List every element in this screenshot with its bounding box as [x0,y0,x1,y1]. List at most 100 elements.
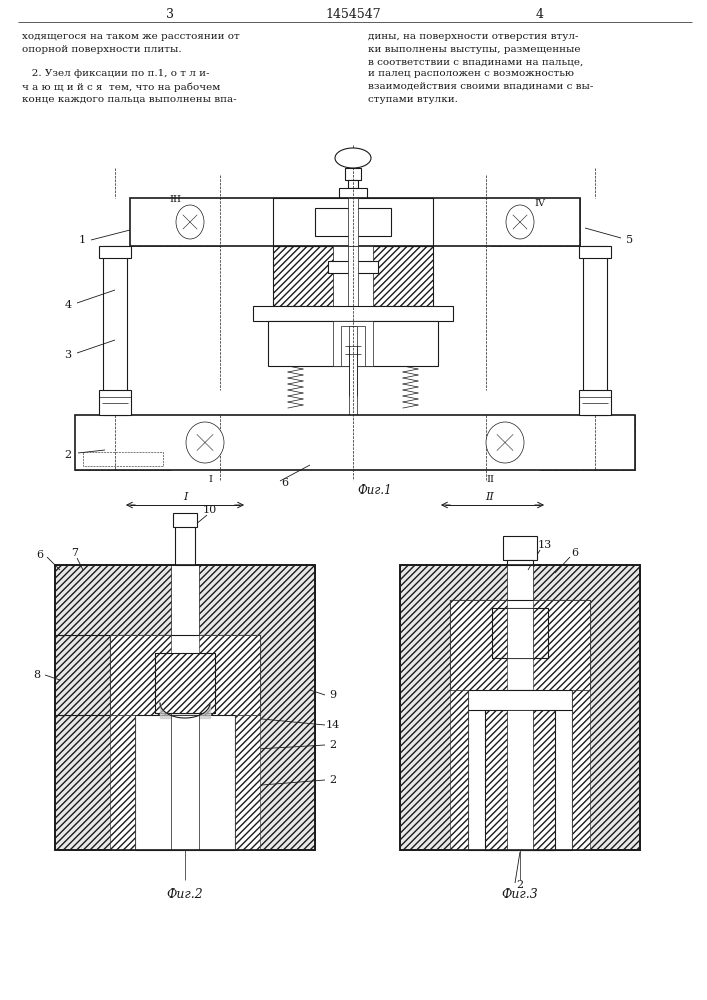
Bar [175,525,195,565]
Bar [341,326,365,366]
Ellipse shape [486,422,524,463]
Bar [173,513,197,527]
Bar [110,635,260,715]
Bar [273,198,433,246]
Ellipse shape [506,205,534,239]
Text: 2: 2 [329,775,337,785]
Bar [155,653,215,713]
Text: взаимодействия своими впадинами с вы-: взаимодействия своими впадинами с вы- [368,82,593,91]
Bar [400,565,640,850]
Bar [333,321,373,366]
Bar [400,565,640,850]
Bar [110,715,135,850]
Bar [400,565,640,850]
Bar [533,600,590,690]
Text: опорной поверхности плиты.: опорной поверхности плиты. [22,44,182,53]
Bar [55,565,315,850]
Text: 2. Узел фиксации по п.1, о т л и-: 2. Узел фиксации по п.1, о т л и- [22,70,209,79]
Text: II: II [486,476,494,485]
Text: 7: 7 [71,548,78,558]
Bar [348,246,358,306]
Bar [83,452,163,466]
Text: ч а ю щ и й с я  тем, что на рабочем: ч а ю щ и й с я тем, что на рабочем [22,82,221,92]
Text: 6: 6 [37,550,44,560]
Text: 4: 4 [536,8,544,21]
Text: 14: 14 [326,720,340,730]
Bar [171,715,199,850]
Text: в соответствии с впадинами на пальце,: в соответствии с впадинами на пальце, [368,57,583,66]
Bar [130,198,580,246]
Bar [135,715,235,850]
Text: I: I [183,492,187,502]
Bar [110,635,171,715]
Text: 13: 13 [538,540,552,550]
Text: 4: 4 [64,300,71,310]
Bar [253,306,453,321]
Bar [540,415,635,470]
Text: Фиг.1: Фиг.1 [358,484,392,496]
Bar [199,635,260,715]
Text: III: III [169,196,181,205]
Bar [468,690,572,850]
Text: 8: 8 [33,670,40,680]
Text: 1454547: 1454547 [325,8,381,21]
Ellipse shape [335,148,371,168]
Bar [55,565,315,850]
Bar [273,198,433,246]
Bar [507,710,533,850]
Text: Фиг.2: Фиг.2 [167,888,204,902]
Text: конце каждого пальца выполнены впа-: конце каждого пальца выполнены впа- [22,95,237,104]
Text: 3: 3 [64,350,71,360]
Bar [507,608,533,658]
Text: 2: 2 [516,880,524,890]
Bar [347,198,359,223]
Text: Фиг.3: Фиг.3 [502,888,538,902]
Text: 2: 2 [329,740,337,750]
Text: 2: 2 [64,450,71,460]
Text: ки выполнены выступы, размещенные: ки выполнены выступы, размещенные [368,44,580,53]
Bar [579,246,611,258]
Bar [315,208,391,236]
Text: 6: 6 [281,478,288,488]
Text: ходящегося на таком же расстоянии от: ходящегося на таком же расстоянии от [22,32,240,41]
Bar [485,710,555,850]
Bar [55,565,315,850]
Text: 9: 9 [329,690,337,700]
Ellipse shape [186,422,224,463]
Text: 5: 5 [626,235,633,245]
Text: 1: 1 [78,235,86,245]
Text: дины, на поверхности отверстия втул-: дины, на поверхности отверстия втул- [368,32,578,41]
Bar [348,180,358,188]
Bar [507,565,533,850]
Bar [328,261,378,273]
Bar [155,653,215,713]
Bar [507,560,533,565]
Ellipse shape [176,205,204,239]
Text: 6: 6 [571,548,578,558]
Bar [75,415,635,470]
Bar [503,536,537,560]
Bar [99,390,131,415]
Bar [348,198,358,276]
Bar [333,246,373,306]
Bar [171,565,199,850]
Text: IV: IV [534,198,546,208]
Text: ступами втулки.: ступами втулки. [368,95,458,104]
Bar [130,198,220,246]
Bar [99,246,131,258]
Bar [492,608,548,658]
Bar [450,600,507,690]
Text: II: II [486,492,494,502]
Bar [345,168,361,180]
Bar [75,415,170,470]
Bar [349,326,357,421]
Text: I: I [208,476,212,485]
Bar [103,246,127,415]
Bar [492,608,548,658]
Bar [268,321,438,366]
Bar [450,600,590,690]
Text: и палец расположен с возможностью: и палец расположен с возможностью [368,70,574,79]
Bar [583,246,607,415]
Bar [235,715,260,850]
Bar [339,188,367,198]
